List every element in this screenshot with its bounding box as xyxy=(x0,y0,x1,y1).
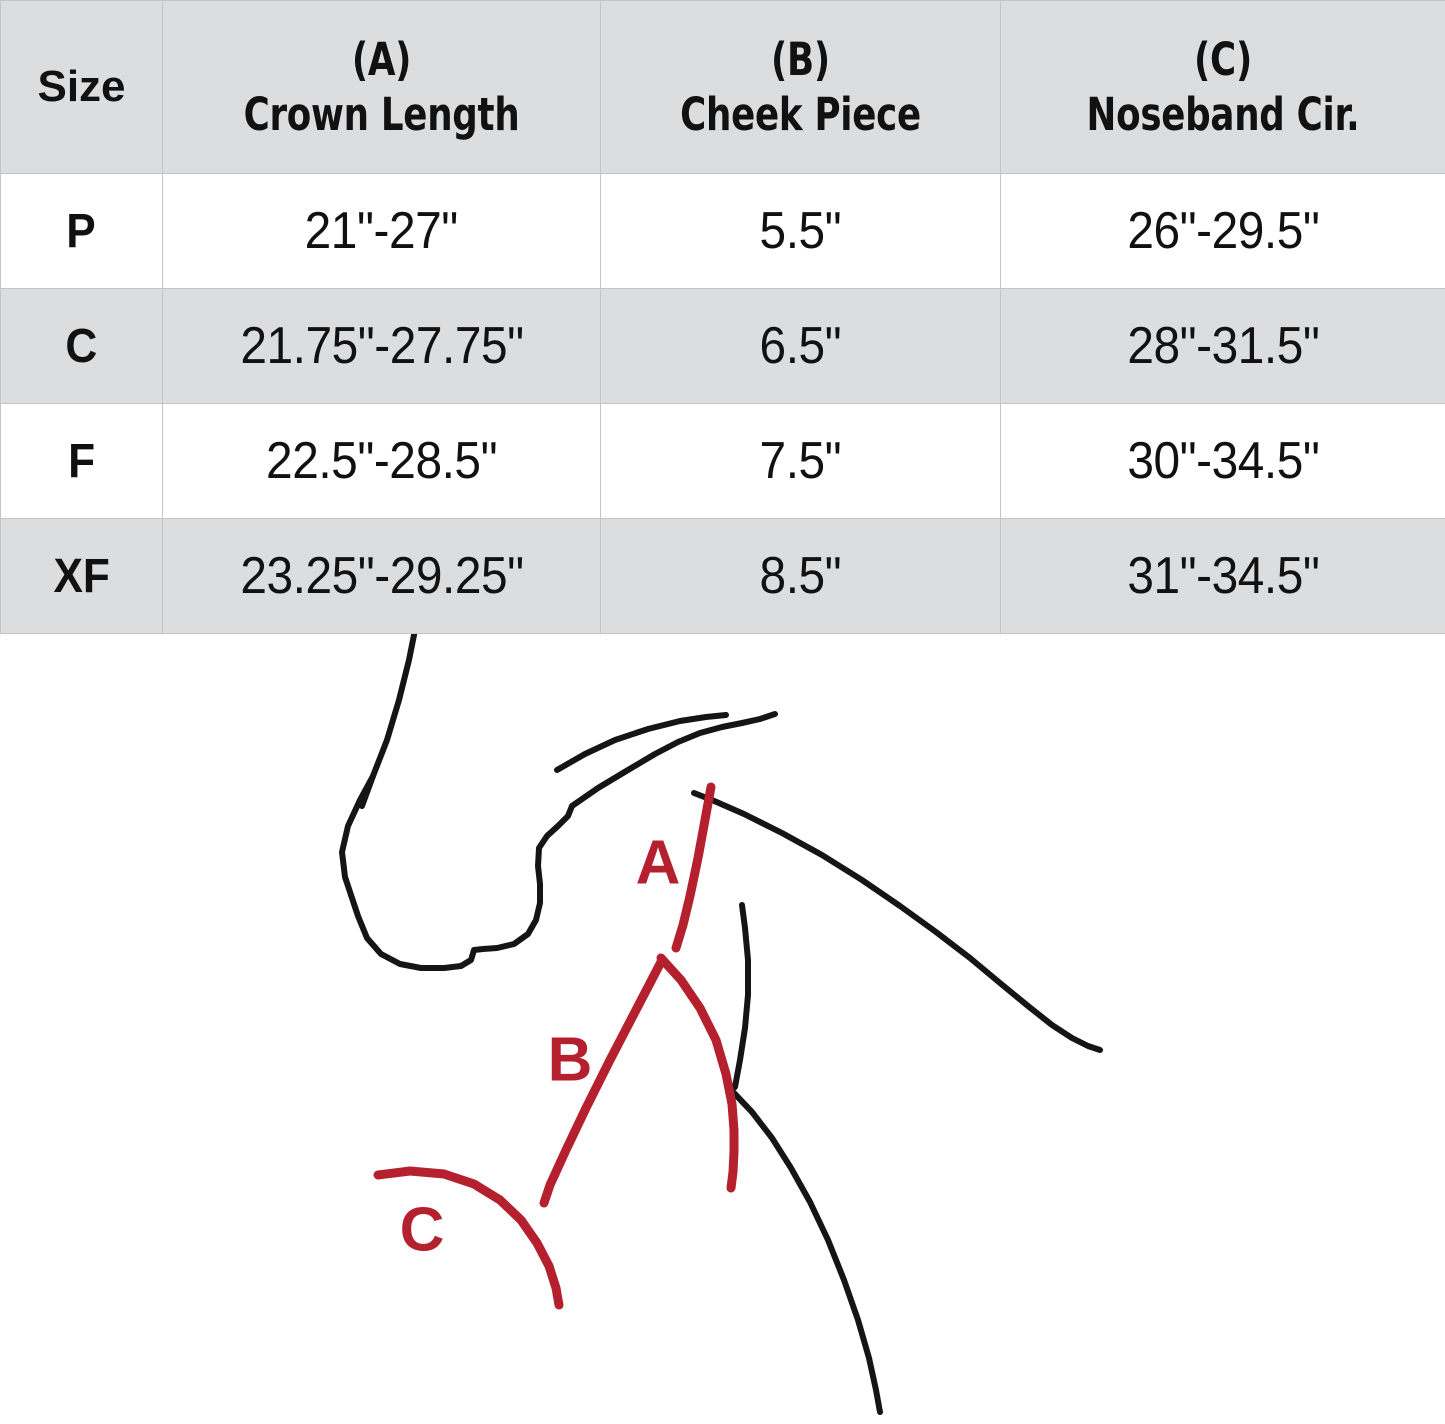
table-row: C 21.75"-27.75" 6.5" 28"-31.5" xyxy=(0,288,1445,404)
cell-size: P xyxy=(0,173,163,289)
cell-size-text: P xyxy=(66,204,97,258)
column-header-crown-length-stack: (A) Crown Length xyxy=(189,33,574,141)
cell-cheek-piece-text: 7.5" xyxy=(759,432,842,490)
cell-size: F xyxy=(0,403,163,519)
header-row: Size (A) Crown Length (B) Cheek Piece xyxy=(0,0,1445,174)
cell-crown-length: 23.25"-29.25" xyxy=(162,518,601,634)
horse-throat-outline-icon xyxy=(730,1089,883,1415)
column-header-size: Size xyxy=(0,0,163,174)
cell-crown-length-text: 22.5"-28.5" xyxy=(265,432,498,490)
cell-crown-length-text: 21"-27" xyxy=(304,202,459,260)
column-header-noseband-cir: (C) Noseband Cir. xyxy=(1000,0,1445,174)
table-row: P 21"-27" 5.5" 26"-29.5" xyxy=(0,173,1445,289)
measure-label-b: B xyxy=(548,1025,593,1094)
size-chart-table: Size (A) Crown Length (B) Cheek Piece xyxy=(0,0,1445,634)
column-header-size-label: Size xyxy=(37,62,126,112)
cell-noseband-cir: 30"-34.5" xyxy=(1000,403,1445,519)
cell-crown-length: 21.75"-27.75" xyxy=(162,288,601,404)
column-header-crown-length: (A) Crown Length xyxy=(162,0,601,174)
horse-muzzle-outline-icon xyxy=(339,773,575,971)
horse-cheek-outline-icon xyxy=(732,902,751,1090)
column-header-noseband-cir-stack: (C) Noseband Cir. xyxy=(1028,33,1419,141)
cell-noseband-cir: 28"-31.5" xyxy=(1000,288,1445,404)
cell-cheek-piece-text: 8.5" xyxy=(759,547,842,605)
table-row: F 22.5"-28.5" 7.5" 30"-34.5" xyxy=(0,403,1445,519)
table-body: P 21"-27" 5.5" 26"-29.5" C 21.75"-27.75"… xyxy=(0,173,1445,634)
cell-cheek-piece: 6.5" xyxy=(600,288,1001,404)
cell-crown-length-text: 21.75"-27.75" xyxy=(239,317,524,375)
table-head: Size (A) Crown Length (B) Cheek Piece xyxy=(0,0,1445,174)
cell-noseband-cir-text: 31"-34.5" xyxy=(1126,547,1320,605)
column-header-noseband-cir-code: (C) xyxy=(1194,32,1252,86)
horse-mane-crest-line-icon xyxy=(691,790,1103,1053)
cell-noseband-cir-text: 30"-34.5" xyxy=(1126,432,1320,490)
cell-noseband-cir: 26"-29.5" xyxy=(1000,173,1445,289)
cell-size: XF xyxy=(0,518,163,634)
cell-size-text: C xyxy=(65,319,98,373)
cell-noseband-cir-text: 26"-29.5" xyxy=(1126,202,1320,260)
horse-measurement-diagram: A B C xyxy=(0,634,1445,1424)
cell-cheek-piece-text: 5.5" xyxy=(759,202,842,260)
measure-line-b-cheek-arc xyxy=(656,953,739,1193)
column-header-cheek-piece: (B) Cheek Piece xyxy=(600,0,1001,174)
cell-crown-length: 22.5"-28.5" xyxy=(162,403,601,519)
cell-crown-length-text: 23.25"-29.25" xyxy=(239,547,524,605)
column-header-noseband-cir-label: Noseband Cir. xyxy=(1086,88,1360,141)
measure-line-a-crown-length xyxy=(671,782,716,953)
horse-head-illustration: A B C xyxy=(339,634,1103,1415)
cell-size-text: XF xyxy=(53,549,110,603)
measure-label-c: C xyxy=(400,1195,445,1264)
cell-cheek-piece: 5.5" xyxy=(600,173,1001,289)
measure-label-a: A xyxy=(636,828,681,897)
table-row: XF 23.25"-29.25" 8.5" 31"-34.5" xyxy=(0,518,1445,634)
cell-cheek-piece: 8.5" xyxy=(600,518,1001,634)
cell-crown-length: 21"-27" xyxy=(162,173,601,289)
cell-size-text: F xyxy=(68,434,95,488)
column-header-crown-length-code: (A) xyxy=(351,32,412,86)
cell-size: C xyxy=(0,288,163,404)
cell-cheek-piece: 7.5" xyxy=(600,403,1001,519)
horse-diagram-group: A B C xyxy=(339,634,1103,1415)
measure-line-b-cheek-piece xyxy=(539,957,666,1208)
cell-noseband-cir: 31"-34.5" xyxy=(1000,518,1445,634)
horse-jaw-outline-icon xyxy=(569,711,778,809)
column-header-cheek-piece-stack: (B) Cheek Piece xyxy=(625,33,976,141)
column-header-crown-length-label: Crown Length xyxy=(243,88,520,141)
column-header-cheek-piece-code: (B) xyxy=(771,32,830,86)
cell-cheek-piece-text: 6.5" xyxy=(759,317,842,375)
column-header-cheek-piece-label: Cheek Piece xyxy=(680,88,921,141)
measure-line-c-noseband-cir xyxy=(373,1166,564,1310)
horse-mouth-line-icon xyxy=(554,712,729,773)
cell-noseband-cir-text: 28"-31.5" xyxy=(1126,317,1320,375)
